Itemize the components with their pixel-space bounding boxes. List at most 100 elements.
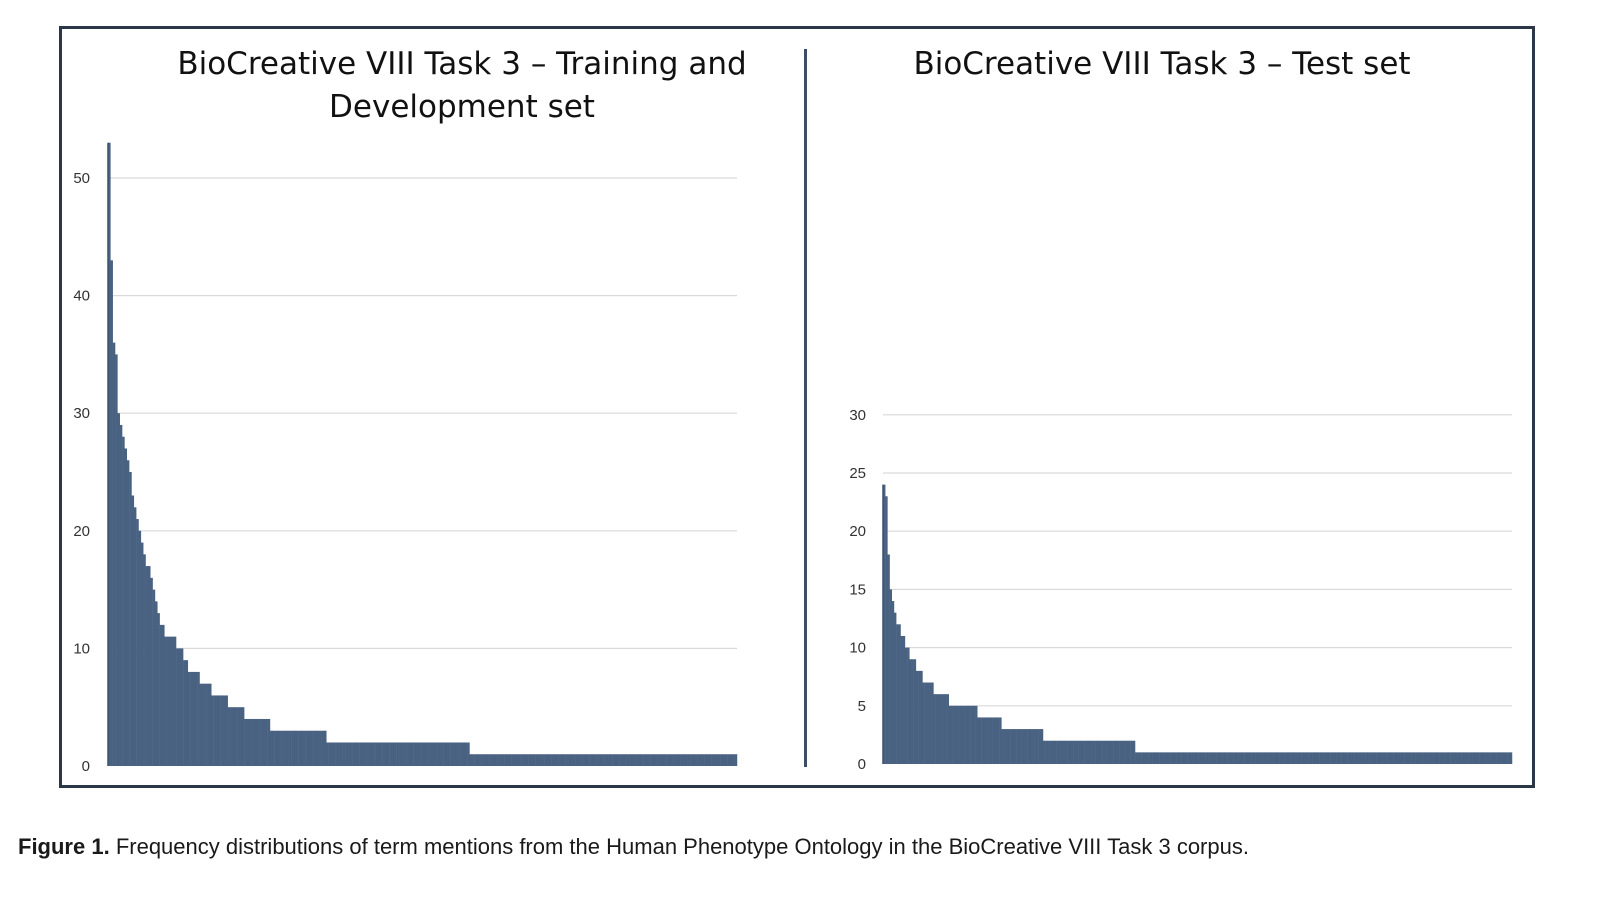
bar-test-231 — [1389, 752, 1392, 764]
bar-test-155 — [1222, 752, 1226, 764]
bar-training-40 — [201, 683, 205, 766]
bar-test-141 — [1192, 752, 1195, 764]
bar-test-248 — [1426, 752, 1429, 764]
bar-training-204 — [586, 754, 590, 766]
bar-test-188 — [1295, 752, 1298, 764]
y-tick-label-training-20: 20 — [73, 523, 90, 540]
bar-training-45 — [213, 695, 217, 766]
bar-test-17 — [920, 670, 923, 764]
chart-title-training: BioCreative VIII Task 3 – Training and D… — [162, 43, 762, 129]
bar-test-102 — [1106, 740, 1109, 764]
bar-test-6 — [896, 624, 899, 764]
bar-training-197 — [570, 754, 573, 766]
bar-training-77 — [288, 730, 292, 766]
bar-training-191 — [556, 754, 559, 766]
bar-training-173 — [514, 754, 517, 766]
bar-training-247 — [687, 754, 691, 766]
bar-test-15 — [915, 670, 919, 764]
bar-training-84 — [305, 730, 308, 766]
bar-test-9 — [902, 635, 906, 764]
bar-training-93 — [326, 742, 329, 766]
bar-test-255 — [1441, 752, 1445, 764]
bar-test-268 — [1470, 752, 1473, 764]
bar-test-181 — [1279, 752, 1283, 764]
bar-training-198 — [572, 754, 576, 766]
bar-training-199 — [575, 754, 578, 766]
bar-test-65 — [1025, 729, 1028, 764]
bar-training-104 — [352, 742, 355, 766]
bar-training-201 — [579, 754, 583, 766]
bar-training-152 — [464, 742, 468, 766]
bar-test-49 — [990, 717, 993, 764]
bar-test-13 — [911, 659, 914, 764]
bar-training-13 — [138, 530, 142, 766]
bar-test-183 — [1284, 752, 1287, 764]
bar-test-200 — [1321, 752, 1324, 764]
bar-test-86 — [1071, 740, 1074, 764]
bar-training-62 — [253, 718, 257, 766]
bar-training-110 — [366, 742, 369, 766]
bar-test-91 — [1082, 740, 1085, 764]
bar-test-257 — [1446, 752, 1449, 764]
bar-test-143 — [1196, 752, 1199, 764]
bar-training-7 — [124, 448, 128, 766]
bar-test-99 — [1099, 740, 1103, 764]
bar-test-193 — [1305, 752, 1309, 764]
bar-training-179 — [528, 754, 531, 766]
bar-training-190 — [553, 754, 557, 766]
bar-test-175 — [1266, 752, 1269, 764]
bar-test-104 — [1110, 740, 1114, 764]
bar-test-61 — [1016, 729, 1020, 764]
figure-caption-label: Figure 1. — [18, 834, 110, 859]
bar-training-31 — [180, 648, 184, 766]
bar-test-214 — [1352, 752, 1355, 764]
bar-training-156 — [474, 754, 477, 766]
bar-training-2 — [112, 342, 116, 766]
bar-training-134 — [422, 742, 426, 766]
bar-training-27 — [171, 636, 174, 766]
bar-test-161 — [1235, 752, 1239, 764]
bar-test-44 — [979, 717, 982, 764]
bar-training-144 — [445, 742, 449, 766]
bar-test-33 — [955, 705, 958, 764]
bar-training-71 — [274, 730, 278, 766]
bar-test-184 — [1286, 752, 1289, 764]
chart-title-test-line1: BioCreative VIII Task 3 – Test set — [913, 46, 1411, 82]
bar-test-47 — [986, 717, 989, 764]
bar-training-108 — [361, 742, 365, 766]
bar-training-246 — [685, 754, 688, 766]
bar-test-199 — [1319, 752, 1322, 764]
bar-test-278 — [1492, 752, 1495, 764]
bar-training-79 — [293, 730, 297, 766]
bar-training-193 — [560, 754, 564, 766]
y-tick-label-test-0: 0 — [858, 756, 866, 773]
bar-test-126 — [1159, 752, 1162, 764]
bar-training-15 — [143, 554, 146, 766]
bar-training-112 — [370, 742, 374, 766]
bar-training-136 — [427, 742, 430, 766]
bar-training-257 — [711, 754, 714, 766]
bar-training-138 — [431, 742, 435, 766]
y-tick-label-training-40: 40 — [73, 288, 90, 305]
bar-test-196 — [1312, 752, 1316, 764]
bar-training-210 — [600, 754, 604, 766]
bar-training-42 — [206, 683, 210, 766]
bar-test-73 — [1042, 740, 1046, 764]
y-tick-label-training-30: 30 — [73, 405, 90, 422]
bar-test-40 — [970, 705, 974, 764]
bar-test-128 — [1163, 752, 1166, 764]
bar-training-259 — [715, 754, 719, 766]
bar-training-192 — [558, 754, 562, 766]
figure-frame: BioCreative VIII Task 3 – Training and D… — [59, 26, 1535, 788]
bar-training-127 — [406, 742, 409, 766]
bar-test-43 — [977, 717, 980, 764]
bar-training-39 — [199, 683, 203, 766]
bar-training-74 — [281, 730, 285, 766]
bar-test-1 — [885, 496, 888, 764]
bar-training-103 — [349, 742, 353, 766]
bar-training-105 — [354, 742, 358, 766]
y-tick-label-test-15: 15 — [849, 581, 866, 598]
bar-test-240 — [1408, 752, 1412, 764]
bar-training-92 — [323, 730, 327, 766]
bar-training-91 — [321, 730, 325, 766]
